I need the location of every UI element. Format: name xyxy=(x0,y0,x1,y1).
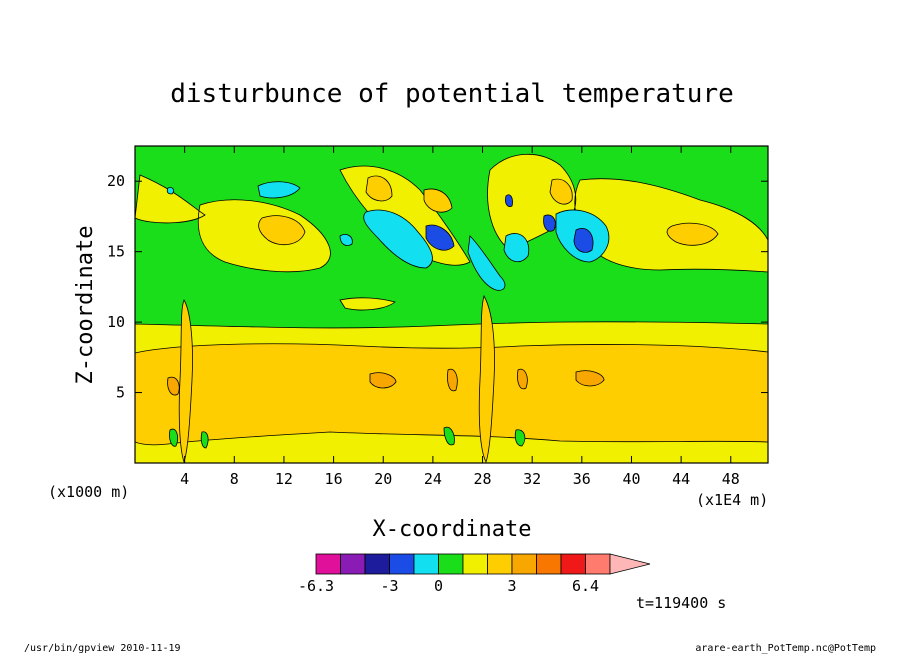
x-tick-label: 8 xyxy=(230,470,239,488)
y-tick-label: 15 xyxy=(107,243,125,261)
y-tick-label: 20 xyxy=(107,172,125,190)
lower-orange-spots xyxy=(167,368,605,396)
colorbar-swatch xyxy=(340,553,366,575)
colorbar-swatch xyxy=(487,553,513,575)
contour-field xyxy=(135,146,768,463)
plume-left xyxy=(178,299,193,463)
colorbar-swatch xyxy=(560,553,586,575)
footer-right: arare-earth_PotTemp.nc@PotTemp xyxy=(695,643,876,654)
colorbar-label: 3 xyxy=(507,577,516,595)
colorbar-swatch xyxy=(585,553,611,575)
cyan-patches xyxy=(166,181,610,291)
plot-frame xyxy=(134,145,769,464)
x-tick-label: 20 xyxy=(374,470,392,488)
colorbar-swatch xyxy=(389,553,415,575)
colorbar: -6.3 -3 0 3 6.4 xyxy=(298,553,651,595)
colorbar-swatch xyxy=(315,553,341,575)
plume-center xyxy=(478,294,495,463)
x-axis-label: X-coordinate xyxy=(373,517,532,542)
lower-small-patches xyxy=(169,426,526,449)
x-tick-label: 32 xyxy=(523,470,541,488)
chart-title: disturbunce of potential temperature xyxy=(170,79,734,109)
upper-orange-patches xyxy=(258,175,719,246)
y-tick-label: 5 xyxy=(116,384,125,402)
colorbar-swatch xyxy=(536,553,562,575)
x-tick-label: 16 xyxy=(325,470,343,488)
footer-left: /usr/bin/gpview 2010-11-19 xyxy=(24,643,181,654)
colorbar-label: -3 xyxy=(380,577,398,595)
x-tick-label: 44 xyxy=(672,470,690,488)
colorbar-label: 0 xyxy=(434,577,443,595)
colorbar-swatch xyxy=(364,553,390,575)
x-tick-label: 40 xyxy=(622,470,640,488)
blue-patches xyxy=(425,194,594,253)
y-tick-label: 10 xyxy=(107,313,125,331)
colorbar-arrow xyxy=(609,553,651,575)
lower-orange-layer xyxy=(135,343,768,446)
time-label: t=119400 s xyxy=(636,594,726,612)
colorbar-swatch xyxy=(438,553,464,575)
x-unit-left: (x1000 m) xyxy=(48,483,129,501)
y-axis: 5 10 15 20 xyxy=(107,172,768,402)
colorbar-swatch xyxy=(413,553,439,575)
x-unit-right: (x1E4 m) xyxy=(696,491,768,509)
x-tick-label: 4 xyxy=(180,470,189,488)
y-axis-label: Z-coordinate xyxy=(73,226,98,385)
x-tick-label: 48 xyxy=(722,470,740,488)
colorbar-swatch xyxy=(511,553,537,575)
x-tick-label: 28 xyxy=(473,470,491,488)
colorbar-swatch xyxy=(462,553,488,575)
colorbar-label: 6.4 xyxy=(572,577,599,595)
colorbar-label: -6.3 xyxy=(298,577,334,595)
x-tick-label: 12 xyxy=(275,470,293,488)
x-axis: 4 8 12 16 20 24 28 32 36 40 44 48 xyxy=(180,146,740,488)
x-tick-label: 36 xyxy=(573,470,591,488)
x-tick-label: 24 xyxy=(424,470,442,488)
